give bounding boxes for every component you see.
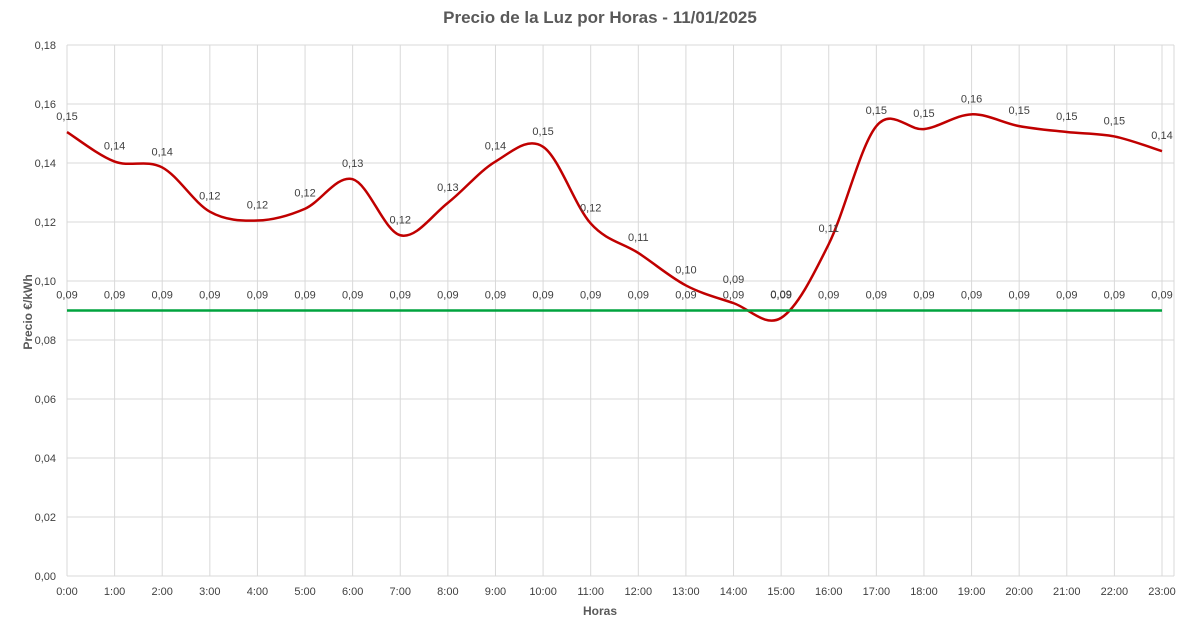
data-label: 0,09: [390, 290, 411, 302]
data-label: 0,09: [485, 290, 506, 302]
y-tick-label: 0,12: [35, 217, 56, 229]
x-axis-title: Horas: [582, 604, 617, 618]
x-tick-label: 18:00: [910, 586, 938, 598]
data-label: 0,12: [247, 200, 268, 212]
data-label: 0,09: [437, 290, 458, 302]
y-tick-label: 0,14: [35, 158, 56, 170]
x-tick-label: 22:00: [1101, 586, 1129, 598]
y-tick-label: 0,08: [35, 335, 56, 347]
data-label: 0,09: [532, 290, 553, 302]
data-label: 0,14: [1151, 130, 1172, 142]
data-label: 0,12: [199, 191, 220, 203]
x-tick-label: 8:00: [437, 586, 458, 598]
x-tick-label: 12:00: [625, 586, 653, 598]
data-label: 0,13: [437, 182, 458, 194]
data-label: 0,09: [1056, 290, 1077, 302]
data-label: 0,15: [1104, 115, 1125, 127]
data-label: 0,13: [342, 158, 363, 170]
x-tick-label: 17:00: [863, 586, 891, 598]
data-label: 0,09: [913, 290, 934, 302]
data-label: 0,09: [675, 290, 696, 302]
x-tick-label: 21:00: [1053, 586, 1081, 598]
y-axis-title: Precio €/kWh: [21, 274, 35, 350]
x-tick-label: 4:00: [247, 586, 268, 598]
data-label: 0,15: [1056, 111, 1077, 123]
x-tick-label: 10:00: [529, 586, 557, 598]
data-label: 0,09: [866, 290, 887, 302]
x-tick-label: 19:00: [958, 586, 986, 598]
data-label: 0,09: [1104, 290, 1125, 302]
data-label: 0,09: [723, 290, 744, 302]
data-label: 0,09: [199, 290, 220, 302]
y-tick-label: 0,18: [35, 40, 56, 52]
data-label: 0,09: [56, 290, 77, 302]
data-label: 0,09: [580, 290, 601, 302]
x-tick-label: 15:00: [767, 586, 795, 598]
data-label: 0,09: [770, 290, 791, 302]
data-label: 0,09: [152, 290, 173, 302]
x-tick-label: 6:00: [342, 586, 363, 598]
x-tick-label: 2:00: [152, 586, 173, 598]
data-label: 0,15: [1008, 105, 1029, 117]
data-label: 0,11: [628, 232, 649, 244]
x-tick-label: 13:00: [672, 586, 700, 598]
x-tick-label: 20:00: [1005, 586, 1033, 598]
data-label: 0,10: [675, 264, 696, 276]
data-label: 0,09: [628, 290, 649, 302]
data-label: 0,12: [580, 202, 601, 214]
data-label: 0,09: [342, 290, 363, 302]
x-tick-label: 5:00: [294, 586, 315, 598]
data-label: 0,11: [818, 223, 839, 235]
data-label: 0,12: [390, 214, 411, 226]
x-tick-label: 7:00: [390, 586, 411, 598]
x-tick-label: 3:00: [199, 586, 220, 598]
x-tick-label: 16:00: [815, 586, 843, 598]
x-tick-label: 14:00: [720, 586, 748, 598]
x-tick-label: 23:00: [1148, 586, 1176, 598]
x-tick-label: 0:00: [56, 586, 77, 598]
data-label: 0,15: [866, 105, 887, 117]
y-tick-label: 0,10: [35, 276, 56, 288]
x-tick-label: 9:00: [485, 586, 506, 598]
data-label: 0,09: [1151, 290, 1172, 302]
series-line-1: [66, 113, 1163, 322]
data-label: 0,15: [532, 126, 553, 138]
data-label: 0,12: [294, 188, 315, 200]
data-label: 0,09: [294, 290, 315, 302]
data-label: 0,09: [818, 290, 839, 302]
chart-title: Precio de la Luz por Horas - 11/01/2025: [443, 8, 757, 27]
data-label: 0,09: [104, 290, 125, 302]
data-label: 0,09: [1008, 290, 1029, 302]
data-label: 0,15: [56, 111, 77, 123]
y-tick-label: 0,06: [35, 394, 56, 406]
data-label: 0,14: [485, 141, 506, 153]
data-label: 0,09: [723, 274, 744, 286]
y-tick-label: 0,00: [35, 571, 56, 583]
data-label: 0,14: [104, 141, 125, 153]
data-label: 0,14: [152, 146, 173, 158]
y-tick-label: 0,16: [35, 99, 56, 111]
data-label: 0,09: [961, 290, 982, 302]
data-label: 0,09: [770, 289, 791, 301]
data-label: 0,09: [247, 290, 268, 302]
y-tick-label: 0,02: [35, 512, 56, 524]
x-tick-label: 11:00: [577, 586, 604, 598]
y-tick-label: 0,04: [35, 453, 56, 465]
data-label: 0,16: [961, 93, 982, 105]
x-tick-label: 1:00: [104, 586, 125, 598]
data-label: 0,15: [913, 108, 934, 120]
